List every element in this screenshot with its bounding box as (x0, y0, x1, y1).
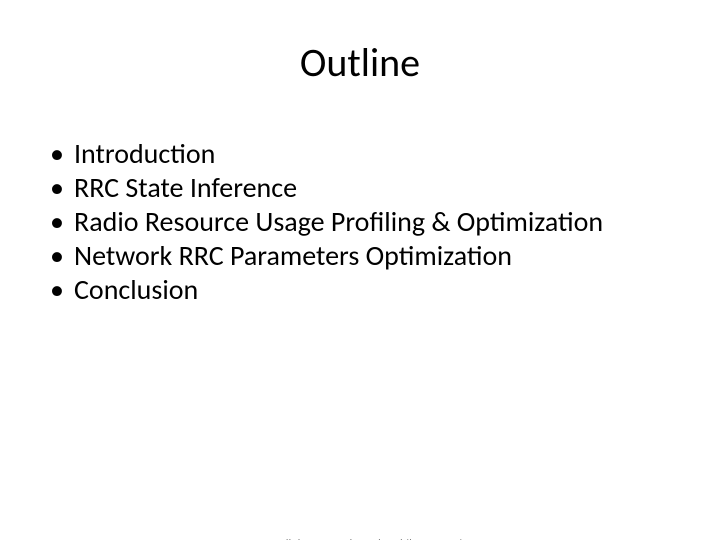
list-item: RRC State Inference (50, 171, 720, 205)
slide-title: Outline (0, 38, 720, 87)
bullet-list: Introduction RRC State Inference Radio R… (50, 137, 720, 307)
slide: Outline Introduction RRC State Inference… (0, 38, 720, 540)
list-item: Radio Resource Usage Profiling & Optimiz… (50, 205, 720, 239)
list-item: Conclusion (50, 273, 720, 307)
list-item: Introduction (50, 137, 720, 171)
list-item: Network RRC Parameters Optimization (50, 239, 720, 273)
